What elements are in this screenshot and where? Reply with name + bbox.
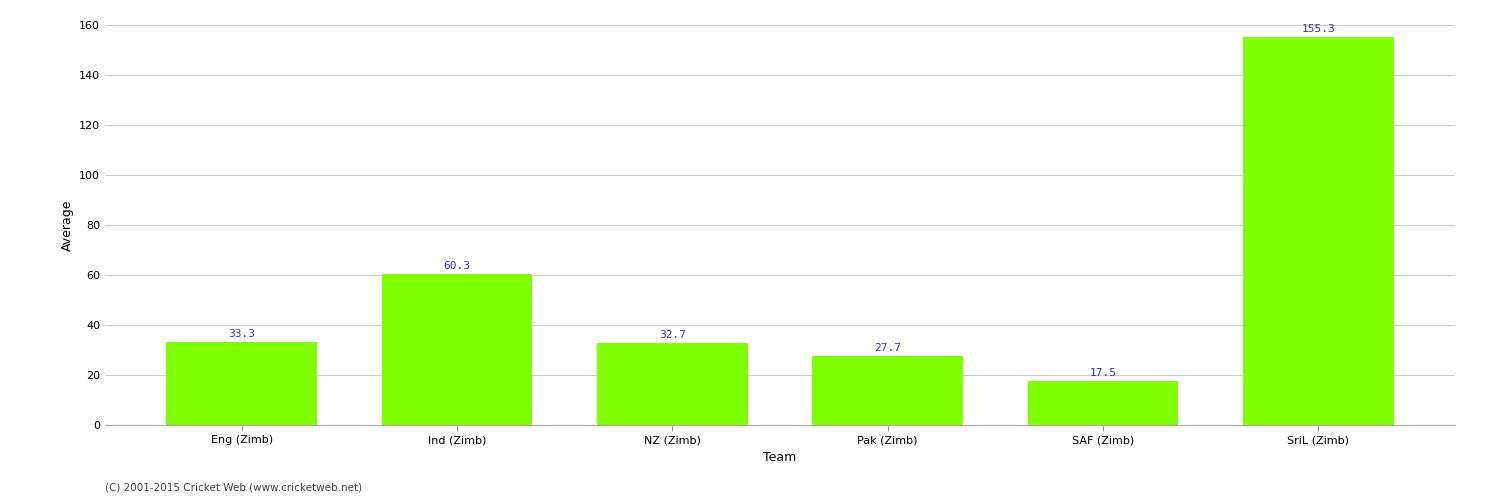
Text: 155.3: 155.3 — [1302, 24, 1335, 34]
X-axis label: Team: Team — [764, 451, 796, 464]
Text: 17.5: 17.5 — [1089, 368, 1116, 378]
Bar — [597, 343, 747, 425]
Text: 32.7: 32.7 — [658, 330, 686, 340]
Text: (C) 2001-2015 Cricket Web (www.cricketweb.net): (C) 2001-2015 Cricket Web (www.cricketwe… — [105, 482, 362, 492]
Text: 27.7: 27.7 — [874, 343, 902, 353]
Bar — [813, 356, 963, 425]
Bar — [381, 274, 532, 425]
Bar — [1244, 37, 1394, 425]
Text: 33.3: 33.3 — [228, 329, 255, 339]
Y-axis label: Average: Average — [60, 199, 74, 251]
Bar — [166, 342, 316, 425]
Bar — [1028, 381, 1179, 425]
Text: 60.3: 60.3 — [444, 261, 471, 271]
